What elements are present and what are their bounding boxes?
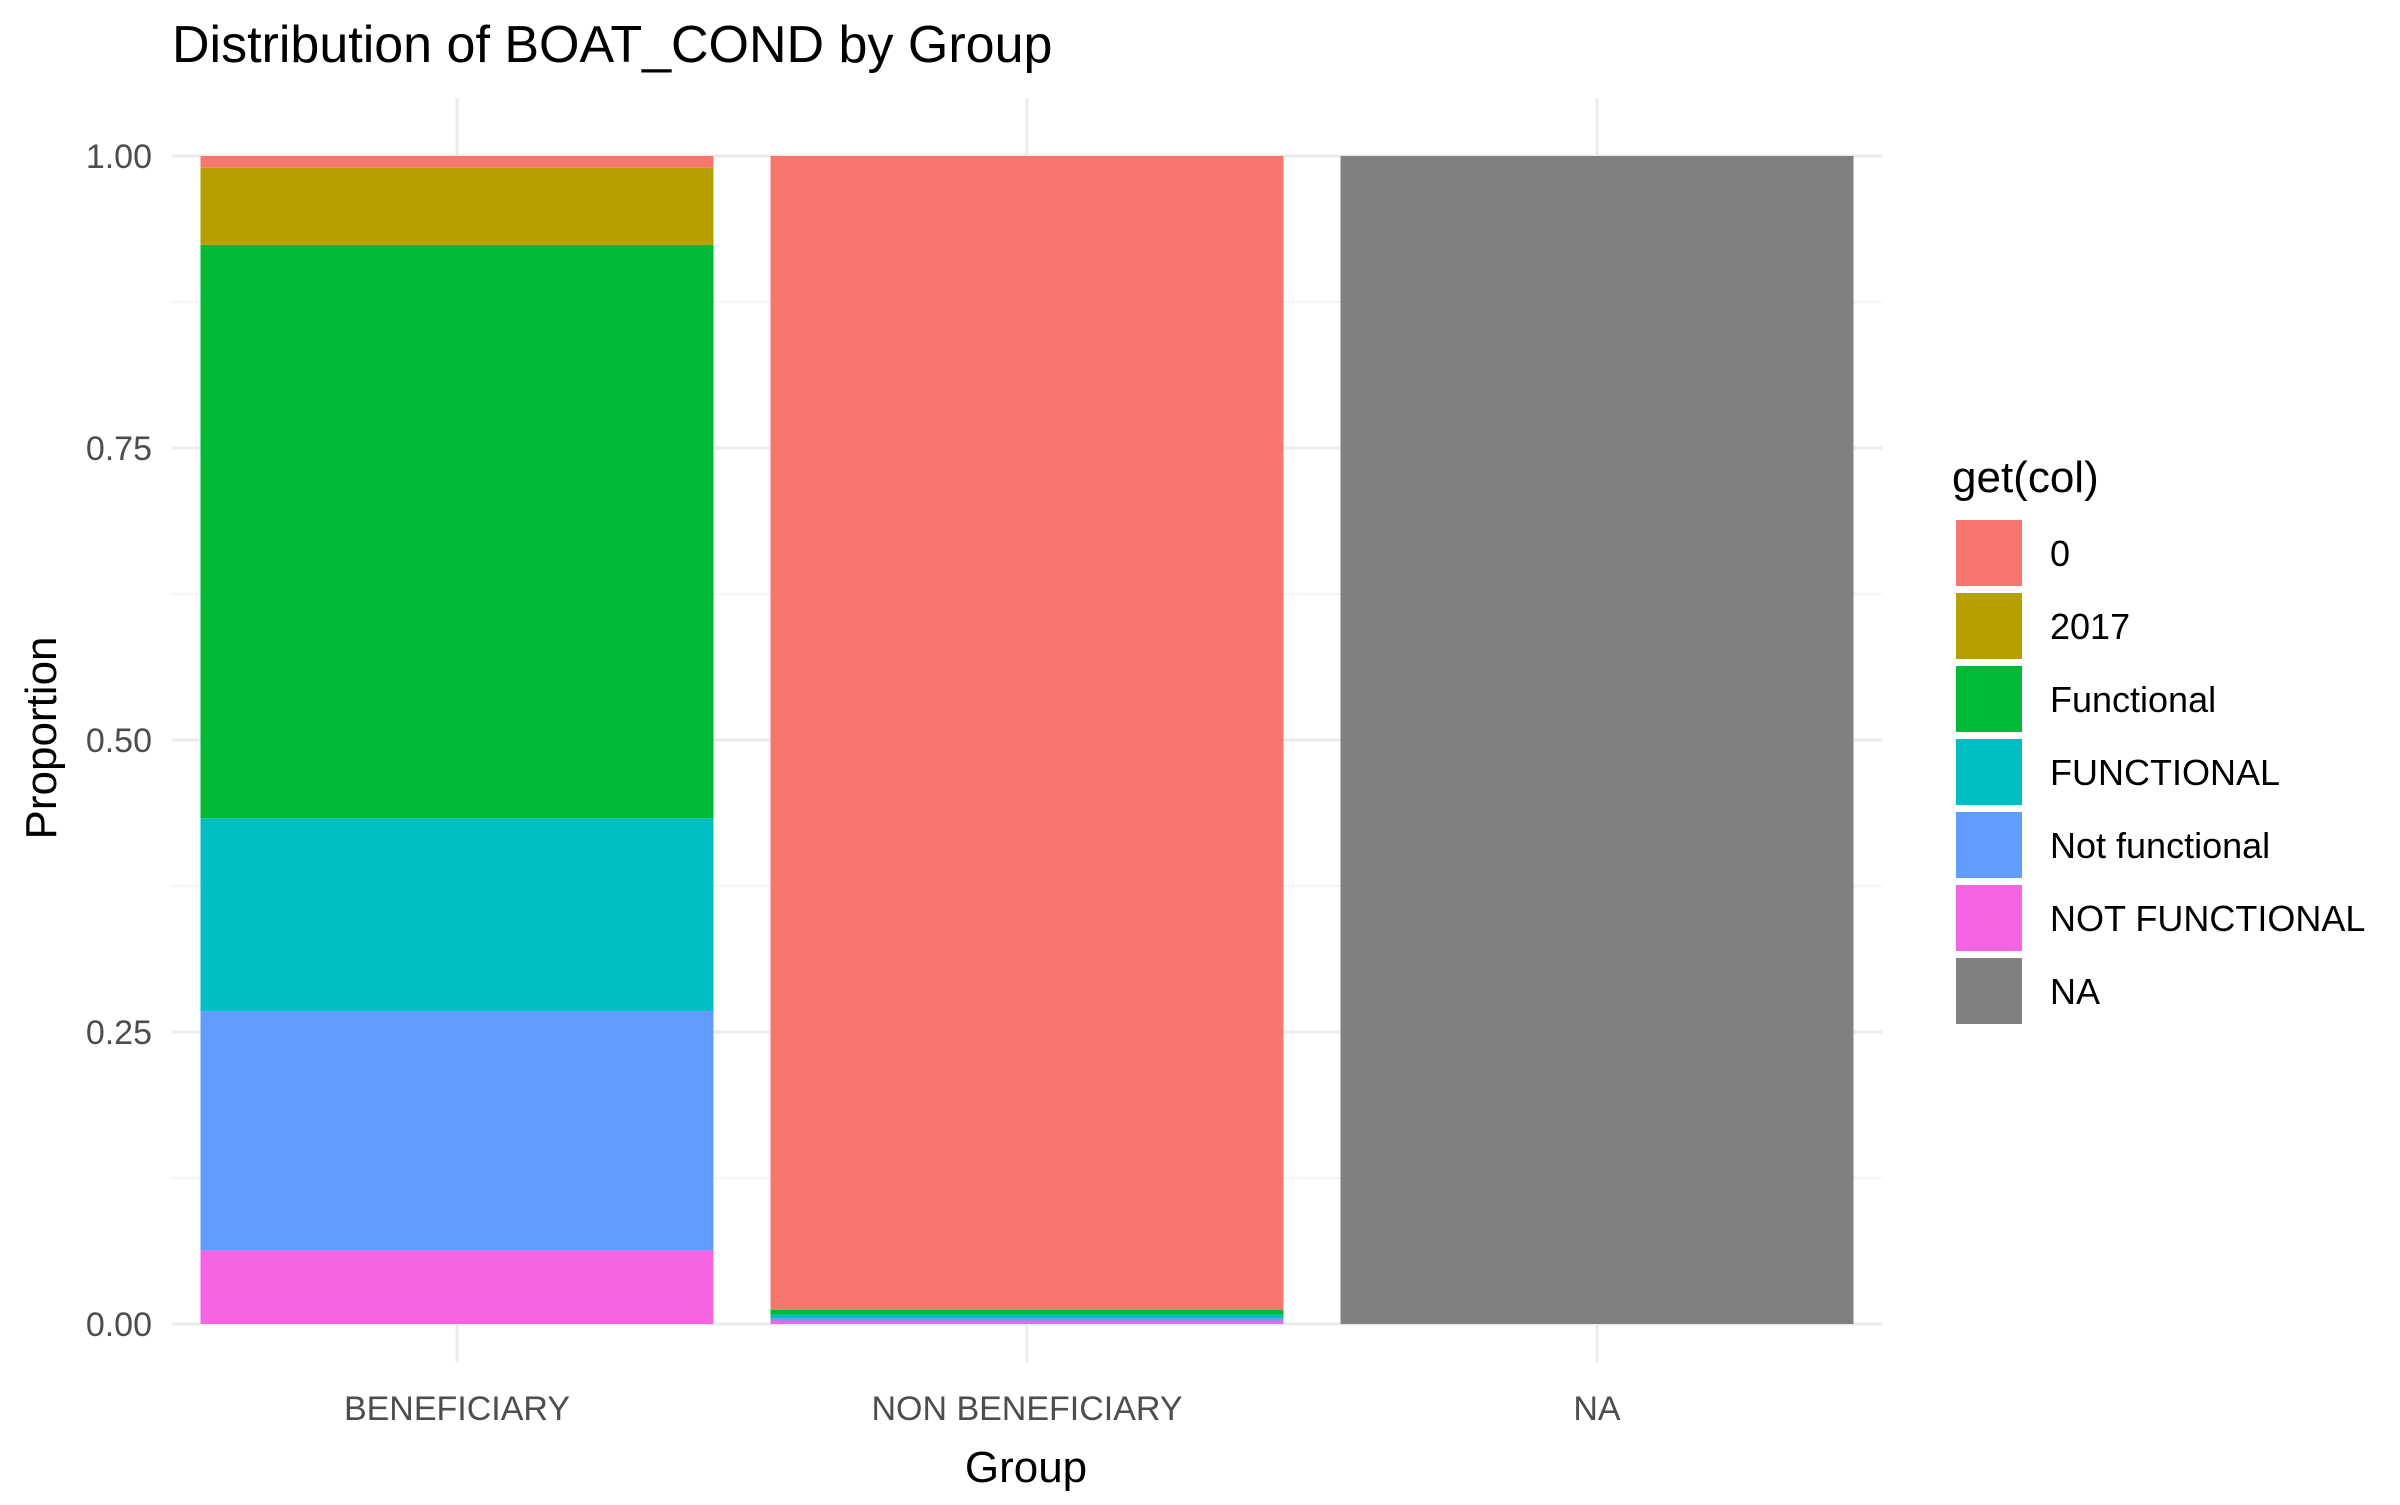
bar-segment-beneficiary-0 (200, 156, 714, 168)
bar-segment-beneficiary-functional (200, 244, 714, 819)
y-tick-label: 0.75 (86, 430, 152, 468)
legend-key (1956, 739, 2022, 805)
legend-item: FUNCTIONAL (1956, 739, 2280, 805)
legend-title: get(col) (1952, 453, 2099, 502)
bar-segment-non-beneficiary-not-functional (770, 1320, 1284, 1324)
bar-segment-beneficiary-not-functional (200, 1250, 714, 1324)
x-axis-title: Group (965, 1443, 1087, 1492)
legend-item: 0 (1956, 520, 2070, 586)
legend-item: 2017 (1956, 593, 2130, 659)
legend-label: Not functional (2050, 825, 2270, 866)
bar-segment-beneficiary-functional (200, 818, 714, 1011)
bar-segment-na-na (1340, 156, 1854, 1324)
legend-key (1956, 812, 2022, 878)
x-tick-label: NA (1573, 1390, 1621, 1428)
y-tick-label: 0.25 (86, 1014, 152, 1052)
legend-key (1956, 593, 2022, 659)
x-axis-ticks: BENEFICIARY NON BENEFICIARY NA (344, 1390, 1621, 1428)
legend-key (1956, 958, 2022, 1024)
legend-label: NOT FUNCTIONAL (2050, 898, 2365, 939)
y-tick-label: 1.00 (86, 138, 152, 176)
chart-title: Distribution of BOAT_COND by Group (172, 16, 1052, 74)
x-tick-label: BENEFICIARY (344, 1390, 570, 1428)
legend-key (1956, 666, 2022, 732)
legend-key (1956, 520, 2022, 586)
legend-label: FUNCTIONAL (2050, 752, 2280, 793)
legend-label: 0 (2050, 533, 2070, 574)
bar-segment-non-beneficiary-0 (770, 156, 1284, 1310)
legend-key (1956, 885, 2022, 951)
legend-item: Not functional (1956, 812, 2270, 878)
bar-segment-beneficiary-not-functional (200, 1010, 714, 1251)
legend: 0 2017 Functional FUNCTIONAL Not functional N… (1956, 520, 2365, 1024)
legend-item: Functional (1956, 666, 2216, 732)
bar-segment-beneficiary-2017 (200, 167, 714, 245)
legend-label: 2017 (2050, 606, 2130, 647)
bar-segment-non-beneficiary-functional (770, 1314, 1284, 1319)
y-axis-ticks: 0.00 0.25 0.50 0.75 1.00 (86, 138, 152, 1344)
legend-item: NOT FUNCTIONAL (1956, 885, 2365, 951)
bar-segment-non-beneficiary-not-functional (770, 1318, 1284, 1321)
legend-label: Functional (2050, 679, 2216, 720)
y-tick-label: 0.50 (86, 722, 152, 760)
bar-segment-non-beneficiary-functional (770, 1309, 1284, 1315)
y-axis-title: Proportion (17, 636, 66, 839)
bars (200, 156, 1854, 1324)
x-tick-label: NON BENEFICIARY (871, 1390, 1182, 1428)
legend-item: NA (1956, 958, 2100, 1024)
y-tick-label: 0.00 (86, 1306, 152, 1344)
legend-label: NA (2050, 971, 2100, 1012)
